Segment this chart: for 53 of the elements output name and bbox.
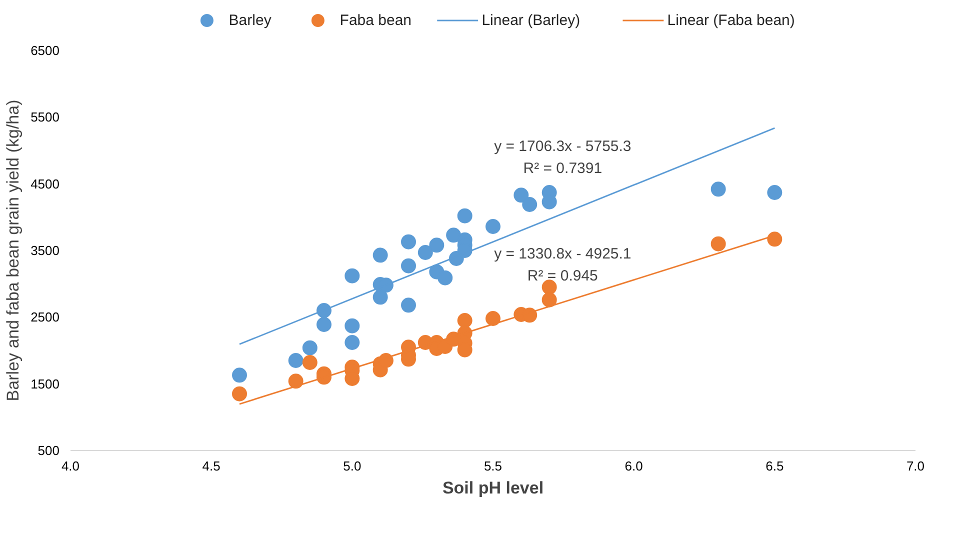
y-tick-label: 500	[38, 443, 60, 458]
legend-label: Linear (Barley)	[482, 12, 580, 29]
y-tick-label: 6500	[30, 43, 60, 58]
x-tick-label: 7.0	[906, 458, 925, 474]
point	[288, 374, 304, 389]
point	[302, 355, 318, 370]
legend-label: Faba bean	[340, 12, 412, 29]
point	[401, 234, 416, 250]
point	[767, 232, 782, 247]
point	[344, 268, 360, 284]
y-tick-label: 1500	[30, 376, 60, 392]
point	[486, 219, 500, 234]
point	[372, 248, 388, 263]
point	[316, 317, 332, 332]
point	[372, 290, 388, 305]
point	[710, 182, 726, 197]
point	[344, 318, 360, 334]
point	[401, 298, 416, 313]
point	[486, 311, 500, 326]
y-tick-label: 5500	[30, 110, 60, 125]
point	[710, 236, 726, 252]
point	[302, 340, 318, 356]
x-tick-label: 5.5	[484, 458, 502, 474]
point	[438, 270, 453, 286]
legend-label: Barley	[228, 12, 272, 29]
point	[401, 258, 416, 274]
y-tick-label: 3500	[30, 243, 60, 258]
x-tick-label: 6.0	[624, 458, 643, 474]
point	[457, 313, 472, 328]
point	[288, 353, 304, 368]
point	[542, 280, 557, 295]
legend-label: Linear (Faba bean)	[667, 12, 795, 29]
annotation: y = 1706.3x - 5755.3 R² = 0.7391	[494, 138, 632, 178]
point	[457, 208, 472, 224]
x-axis-title: Soil pH level	[442, 478, 544, 498]
point	[232, 386, 247, 402]
point	[429, 238, 444, 253]
point	[418, 245, 433, 260]
x-tick-label: 4.5	[202, 458, 220, 474]
point	[522, 197, 538, 212]
point	[767, 185, 782, 200]
point	[542, 292, 557, 308]
point	[232, 368, 247, 383]
x-tick-label: 4.0	[61, 458, 80, 474]
annotation: y = 1330.8x - 4925.1 R² = 0.945	[494, 246, 632, 285]
y-tick-label: 4500	[30, 176, 60, 192]
point	[344, 335, 360, 350]
y-axis-title: Barley and faba bean grain yield (kg/ha)	[4, 100, 23, 402]
y-tick-label: 2500	[30, 310, 60, 325]
x-tick-label: 5.0	[343, 458, 362, 474]
point	[446, 228, 462, 243]
point	[514, 188, 529, 203]
x-tick-label: 6.5	[766, 458, 784, 474]
